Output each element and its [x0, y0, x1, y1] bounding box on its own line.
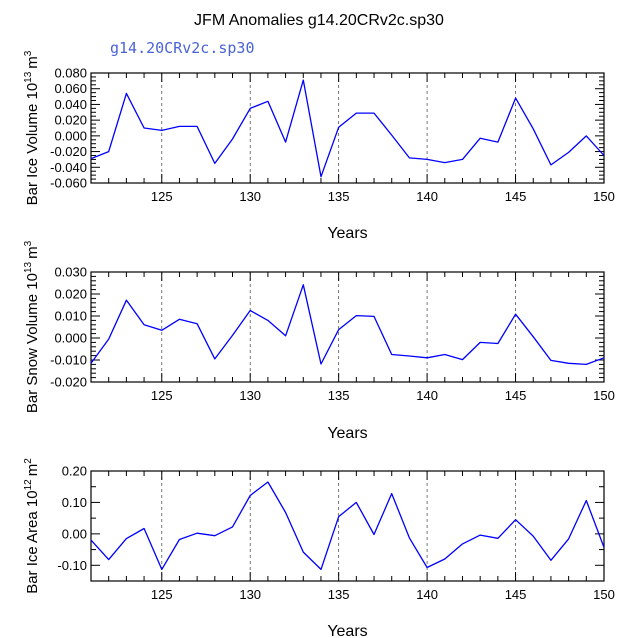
y-tick-label: -0.020: [50, 144, 87, 159]
x-tick-label: 130: [239, 189, 261, 204]
plot-frame: [90, 271, 605, 383]
series-line: [90, 79, 605, 178]
x-axis-label: Years: [327, 225, 367, 242]
y-tick-label: 0.010: [54, 309, 87, 324]
x-tick-label: 135: [328, 189, 350, 204]
y-axis-label-unit: m: [24, 56, 41, 69]
series-line: [90, 481, 605, 571]
x-tick-label: 130: [239, 587, 261, 602]
y-tick-label: -0.020: [50, 375, 87, 390]
x-tick-label: 140: [416, 189, 438, 204]
plot-frame: [90, 72, 605, 184]
y-axis-label-exponent: 13: [23, 71, 34, 83]
plot-frame: [90, 470, 605, 582]
panel-1: 125 130 135 140 145 150 -0.060-0.040-0.0200.00…: [23, 50, 615, 242]
y-tick-label: -0.040: [50, 160, 87, 175]
y-axis-label-unit-exponent: 3: [23, 240, 34, 246]
y-tick-label: 0.00: [62, 526, 87, 541]
y-axis-label-main: Bar Ice Area 10: [24, 490, 41, 593]
y-tick-label: 0.020: [54, 287, 87, 302]
y-tick-label: -0.10: [57, 558, 87, 573]
x-tick-label: 150: [593, 189, 615, 204]
x-tick-label: 145: [505, 587, 527, 602]
y-tick-label: 0.10: [62, 495, 87, 510]
series-line: [90, 284, 605, 366]
y-tick-label: 0.040: [54, 97, 87, 112]
legend-label: g14.20CRv2c.sp30: [110, 39, 255, 57]
y-tick-label: 0.020: [54, 113, 87, 128]
y-axis-label-unit: m: [24, 464, 41, 477]
y-tick-label: 0.030: [54, 265, 87, 280]
y-tick-label: 0.20: [62, 464, 87, 479]
x-tick-label: 140: [416, 587, 438, 602]
chart-title: JFM Anomalies g14.20CRv2c.sp30: [194, 12, 444, 29]
x-tick-label: 125: [151, 587, 173, 602]
y-axis-label-unit-exponent: 3: [23, 50, 34, 56]
x-tick-label: 150: [593, 587, 615, 602]
x-tick-label: 145: [505, 388, 527, 403]
panels: 125 130 135 140 145 150-0.060-0.040-0.0200.00…: [23, 50, 615, 638]
y-tick-label: 0.080: [54, 66, 87, 81]
panel-3: 125 130 135 140 145 150 -0.10 0.00 0.10 0.20 Years…: [23, 458, 615, 638]
y-axis-label-unit-exponent: 2: [23, 458, 34, 464]
y-axis-label: Bar Ice Area 1012 m2: [23, 458, 41, 594]
y-axis-label: Bar Snow Volume 1013 m3: [23, 240, 41, 413]
y-axis-label-unit: m: [24, 246, 41, 259]
y-axis-label-exponent: 12: [23, 479, 34, 491]
y-tick-label: -0.010: [50, 353, 87, 368]
x-axis-label: Years: [327, 623, 367, 638]
y-axis-label: Bar Ice Volume 1013 m3: [23, 50, 41, 205]
x-tick-label: 125: [151, 388, 173, 403]
y-tick-label: 0.000: [54, 128, 87, 143]
y-tick-label: 0.060: [54, 81, 87, 96]
y-tick-label: -0.060: [50, 176, 87, 191]
x-tick-label: 135: [328, 587, 350, 602]
x-tick-label: 130: [239, 388, 261, 403]
y-axis-label-main: Bar Ice Volume 10: [24, 83, 41, 206]
x-tick-label: 140: [416, 388, 438, 403]
panel-2: 125 130 135 140 145 150 -0.020 -0.010 0.000 0.010…: [23, 240, 615, 442]
x-tick-label: 125: [151, 189, 173, 204]
x-axis-label: Years: [327, 425, 367, 442]
x-tick-label: 145: [505, 189, 527, 204]
y-axis-label-exponent: 13: [23, 261, 34, 273]
y-tick-label: 0.000: [54, 331, 87, 346]
y-axis-label-main: Bar Snow Volume 10: [24, 273, 41, 413]
x-tick-label: 135: [328, 388, 350, 403]
x-tick-label: 150: [593, 388, 615, 403]
